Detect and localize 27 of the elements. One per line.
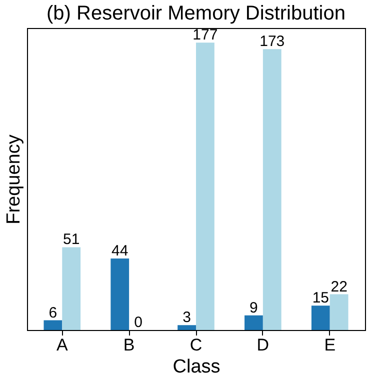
- x-tick-label: C: [190, 336, 202, 354]
- x-tick-label: E: [324, 336, 336, 354]
- x-tick-label: A: [56, 336, 68, 354]
- chart-title: (b) Reservoir Memory Distribution: [46, 2, 346, 25]
- bar: [330, 294, 348, 330]
- bar: [262, 49, 282, 330]
- data-label: 173: [260, 33, 285, 50]
- data-label: 22: [330, 278, 348, 296]
- data-label: 177: [192, 26, 218, 44]
- bar: [311, 306, 330, 330]
- x-tick-label: B: [123, 336, 135, 354]
- bar: [196, 42, 214, 330]
- bar: [62, 247, 81, 330]
- x-axis-title: Class: [172, 356, 220, 378]
- bar: [110, 258, 130, 330]
- data-label: 9: [250, 299, 258, 316]
- data-label: 3: [182, 309, 191, 326]
- y-axis-title: Frequency: [4, 134, 24, 224]
- bar: [178, 325, 196, 330]
- bar: [244, 315, 263, 330]
- x-tick-label: D: [256, 336, 270, 354]
- data-label: 15: [312, 290, 329, 307]
- data-label: 44: [112, 242, 128, 260]
- data-label: 0: [134, 314, 142, 331]
- bar: [44, 320, 62, 330]
- data-label: 6: [48, 304, 58, 322]
- data-label: 51: [63, 231, 80, 248]
